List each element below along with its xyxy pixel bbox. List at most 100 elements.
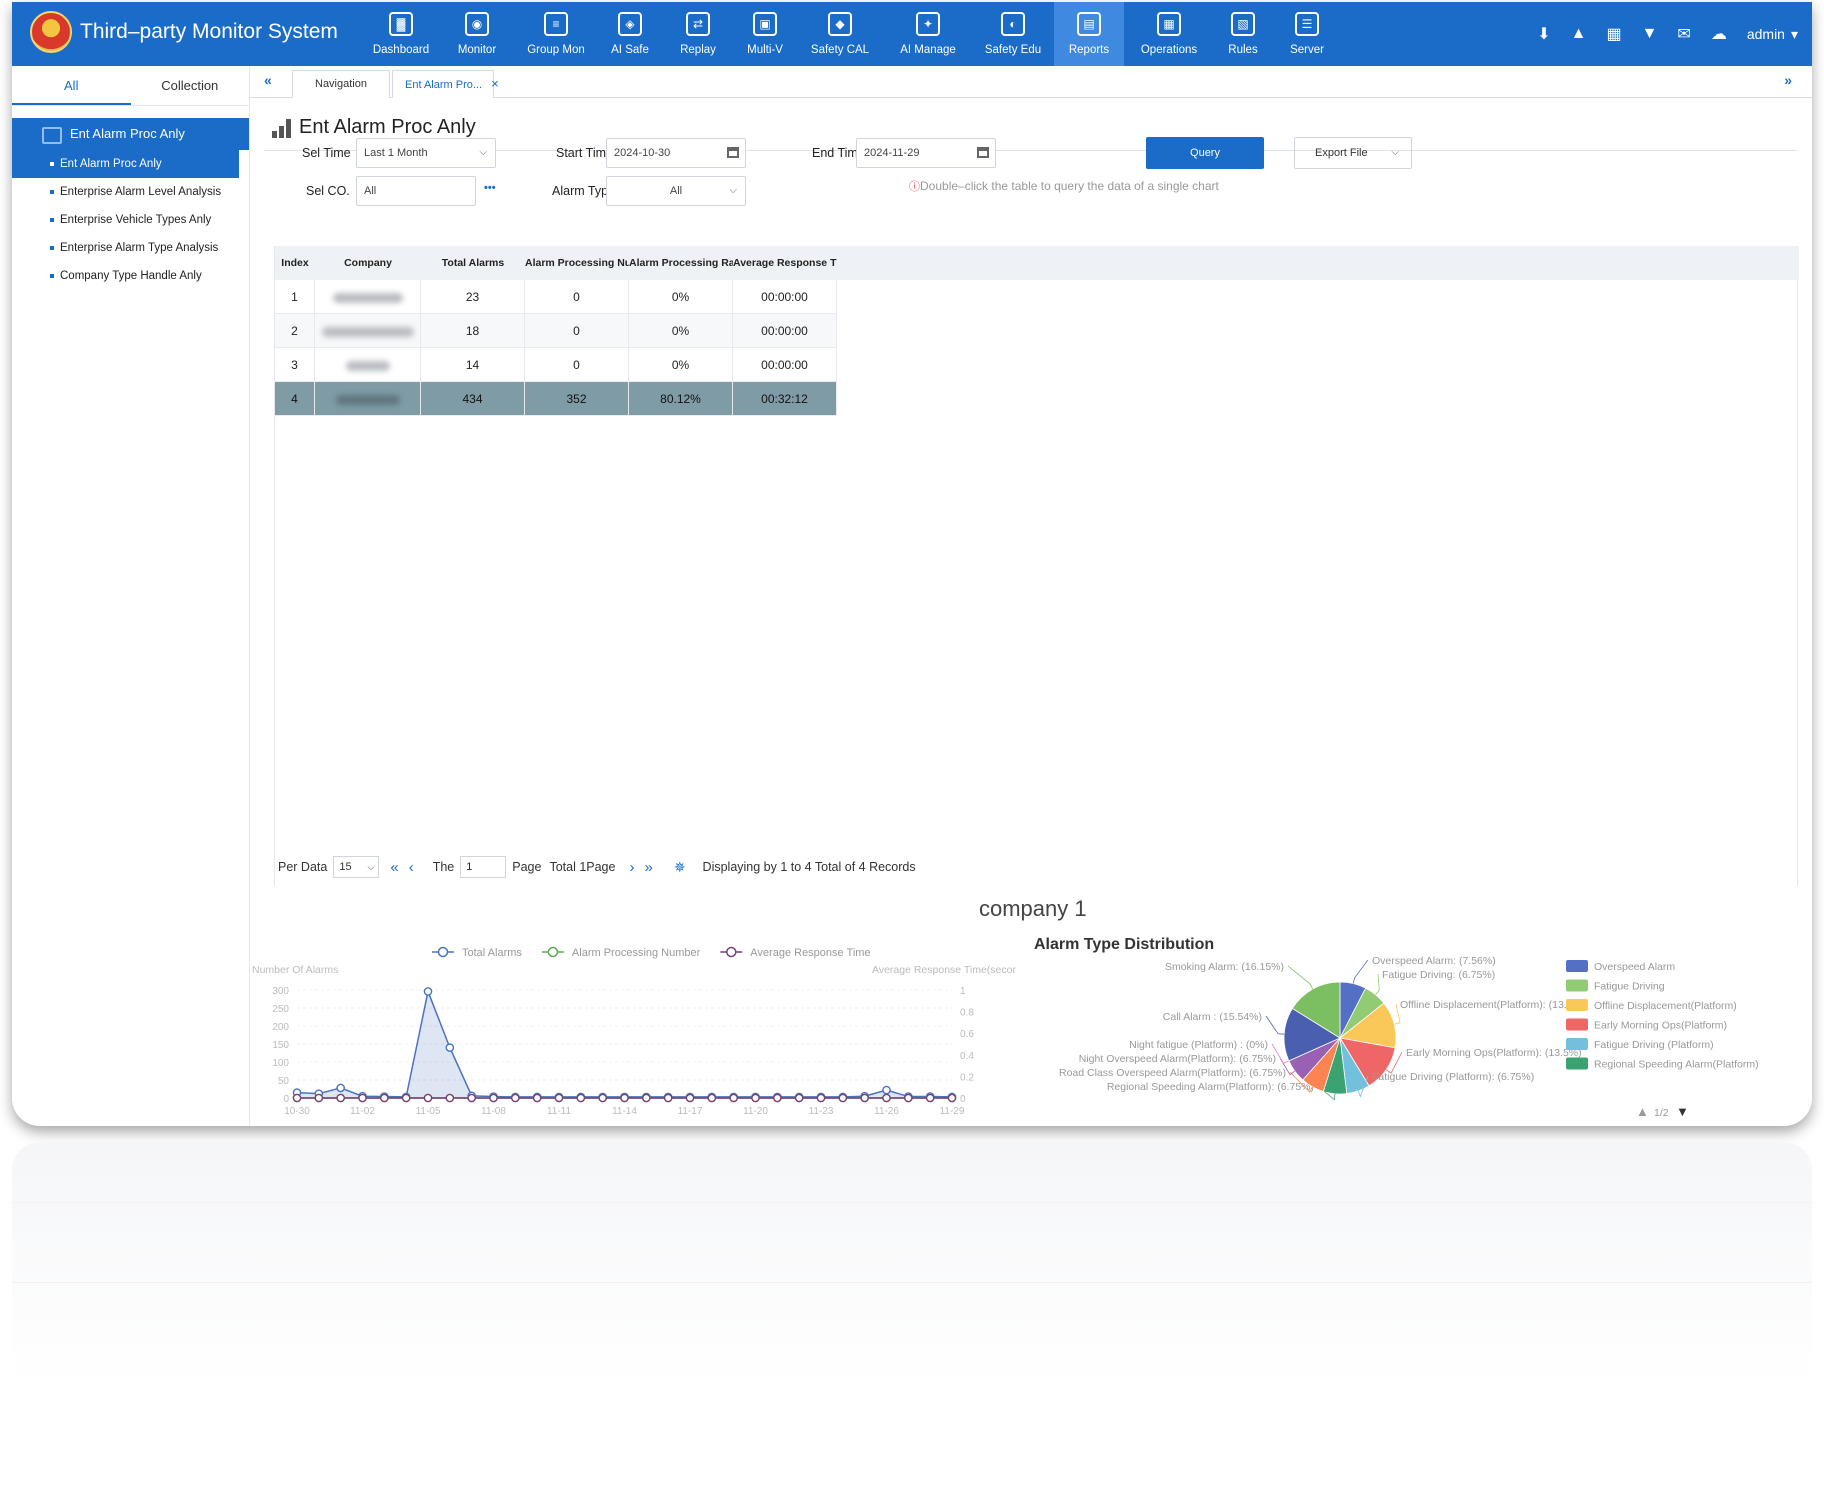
- calendar-shield-icon: ◆: [828, 12, 852, 36]
- refresh-icon[interactable]: ✵: [673, 858, 686, 875]
- start-time-input[interactable]: 2024-10-30: [606, 138, 746, 168]
- download-icon[interactable]: ⬇: [1537, 26, 1551, 43]
- data-point: [467, 1093, 476, 1103]
- expand-tabs-icon[interactable]: »: [1784, 72, 1792, 88]
- nav-label: Safety CAL: [810, 44, 870, 56]
- end-time-input[interactable]: 2024-11-29: [856, 138, 996, 168]
- legend-swatch: [1566, 1038, 1588, 1050]
- chevron-down-icon: ⌵: [479, 147, 487, 158]
- nav-ai-manage[interactable]: ✦ AI Manage: [884, 2, 972, 66]
- query-button[interactable]: Query: [1146, 137, 1264, 169]
- nav-monitor[interactable]: ◉ Monitor: [440, 2, 514, 66]
- sidebar-item-vehicle-types-anly[interactable]: Enterprise Vehicle Types Anly: [12, 206, 249, 234]
- column-header-processing-number[interactable]: Alarm Processing Nur: [525, 257, 629, 269]
- mail-icon[interactable]: ✉: [1677, 26, 1691, 43]
- sidebar-item-ent-alarm-proc-anly[interactable]: Ent Alarm Proc Anly: [12, 150, 239, 178]
- sidebar-item-alarm-type-analysis[interactable]: Enterprise Alarm Type Analysis: [12, 234, 249, 262]
- export-file-button[interactable]: Export File ⌵: [1294, 137, 1412, 169]
- nav-ai-safe[interactable]: ◈ AI Safe: [598, 2, 662, 66]
- nav-replay[interactable]: ⇄ Replay: [662, 2, 734, 66]
- tab-ent-alarm-proc[interactable]: Ent Alarm Pro... ×: [392, 70, 499, 98]
- data-point: [401, 1093, 411, 1103]
- column-header-company[interactable]: Company: [344, 257, 392, 269]
- per-data-select[interactable]: 15 ⌵: [333, 856, 380, 878]
- data-point: [511, 1093, 520, 1103]
- sidebar-group-ent-alarm-proc-anly[interactable]: Ent Alarm Proc Anly: [12, 118, 249, 150]
- column-header-processing-rate[interactable]: Alarm Processing Rat: [629, 257, 733, 269]
- user-menu[interactable]: admin ▾: [1747, 26, 1798, 43]
- hint-text: ⓘDouble–click the table to query the dat…: [909, 178, 1219, 194]
- caret-down-icon: ▾: [1790, 25, 1798, 42]
- collapse-sidebar-icon[interactable]: «: [264, 72, 272, 88]
- nav-reports[interactable]: ▤ Reports: [1054, 2, 1124, 66]
- table-row[interactable]: 3 14 0 0% 00:00:00: [275, 348, 837, 382]
- column-header-index[interactable]: Index: [281, 257, 309, 269]
- table-row[interactable]: 2 18 0 0% 00:00:00: [275, 314, 837, 348]
- sidebar-item-alarm-level-analysis[interactable]: Enterprise Alarm Level Analysis: [12, 178, 249, 206]
- alarm-type-select[interactable]: All ⌵: [606, 176, 746, 206]
- sidebar-tab-all[interactable]: All: [12, 66, 131, 105]
- sel-time-select[interactable]: Last 1 Month ⌵: [356, 138, 496, 168]
- column-header-total-alarms[interactable]: Total Alarms: [441, 257, 505, 269]
- legend-label: Alarm Processing Number: [572, 947, 701, 959]
- next-page-icon[interactable]: ›: [629, 858, 635, 876]
- data-point: [336, 1083, 345, 1093]
- nav-safety-cal[interactable]: ◆ Safety CAL: [796, 2, 884, 66]
- previous-page-icon[interactable]: ‹: [408, 858, 414, 876]
- sidebar-item-company-type-handle-anly[interactable]: Company Type Handle Anly: [12, 262, 249, 290]
- pie-slice: [1283, 1007, 1341, 1062]
- legend-swatch: [1566, 960, 1588, 972]
- close-tab-icon[interactable]: ×: [491, 76, 499, 91]
- y-axis-label: Number Of Alarms: [252, 964, 338, 976]
- nav-multi-v[interactable]: ▣ Multi-V: [734, 2, 796, 66]
- calendar-icon[interactable]: [727, 147, 739, 158]
- data-point: [358, 1093, 367, 1103]
- data-point: [685, 1093, 695, 1103]
- data-point: [554, 1093, 564, 1103]
- cell-total-alarms: 18: [421, 314, 525, 348]
- apps-grid-icon[interactable]: ▦: [1606, 26, 1622, 43]
- last-page-icon[interactable]: »: [644, 858, 653, 876]
- calendar-icon[interactable]: [977, 147, 989, 158]
- nav-dashboard[interactable]: ▓ Dashboard: [362, 2, 440, 66]
- table-row[interactable]: 1 23 0 0% 00:00:00: [275, 280, 837, 314]
- data-point: [620, 1093, 629, 1103]
- tab-ent-alarm-proc-label: Ent Alarm Pro...: [405, 79, 483, 91]
- y2-tick-label: 0.4: [960, 1051, 974, 1062]
- first-page-icon[interactable]: «: [390, 858, 399, 876]
- x-tick-label: 11-17: [678, 1106, 703, 1117]
- nav-safety-edu[interactable]: ◐ Safety Edu: [972, 2, 1054, 66]
- nav-label: AI Safe: [611, 44, 649, 56]
- data-point: [838, 1093, 848, 1103]
- cell-processing-rate: 0%: [629, 348, 733, 382]
- data-point: [947, 1093, 957, 1103]
- data-point: [707, 1093, 717, 1103]
- cell-index: 4: [275, 382, 315, 416]
- cell-processing-number: 0: [525, 280, 629, 314]
- per-data-value: 15: [339, 861, 352, 873]
- sel-co-label: Sel CO.: [306, 184, 350, 198]
- column-header-average-response[interactable]: Average Response Tir: [733, 257, 837, 269]
- pie-leader-line: [1375, 973, 1380, 995]
- nav-operations[interactable]: ▦ Operations: [1124, 2, 1214, 66]
- chevron-down-icon: ⌵: [1391, 147, 1399, 158]
- x-tick-label: 11-05: [416, 1106, 441, 1117]
- alarm-trend-line-chart: Total Alarms Alarm Processing Number Avera…: [252, 946, 1016, 1117]
- nav-label: Operations: [1140, 44, 1198, 56]
- legend-label: Average Response Time: [750, 947, 870, 959]
- nav-group-mon[interactable]: ≡ Group Mon: [514, 2, 598, 66]
- tab-navigation[interactable]: Navigation: [292, 70, 390, 98]
- sidebar-tab-collection[interactable]: Collection: [161, 78, 219, 93]
- nav-rules[interactable]: ▧ Rules: [1214, 2, 1272, 66]
- sel-co-input[interactable]: All: [356, 176, 476, 206]
- table-row-selected[interactable]: 4 434 352 80.12% 00:32:12: [275, 382, 837, 416]
- sel-time-label: Sel Time: [302, 146, 351, 160]
- more-options-icon[interactable]: •••: [484, 182, 496, 194]
- sidebar-tabs: All Collection: [12, 66, 249, 106]
- shirt-icon[interactable]: ▼: [1641, 25, 1658, 42]
- pie-slice-label: Fatigue Driving (Platform): (6.75%): [1372, 1071, 1534, 1083]
- cloud-icon[interactable]: ☁: [1710, 26, 1727, 43]
- page-number-input[interactable]: 1: [460, 856, 507, 878]
- nav-server[interactable]: ☰ Server: [1272, 2, 1342, 66]
- alarm-icon[interactable]: ▲: [1570, 25, 1587, 42]
